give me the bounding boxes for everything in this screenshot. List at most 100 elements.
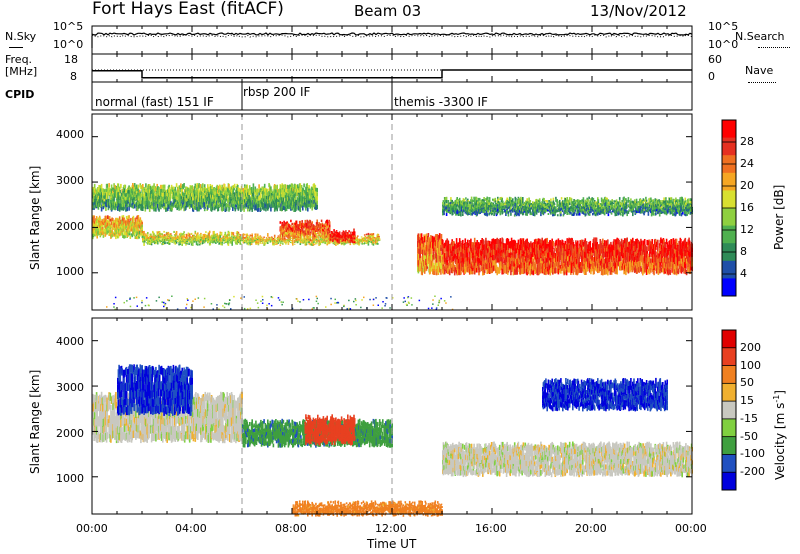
power-cell — [326, 243, 328, 246]
power-cell — [257, 233, 259, 235]
power-cell — [435, 243, 438, 250]
power-cell — [110, 221, 113, 225]
power-heatmap — [92, 183, 693, 311]
power-cell — [504, 265, 507, 271]
power-cell — [367, 241, 370, 244]
power-cell — [640, 266, 642, 272]
power-cell — [267, 233, 269, 235]
power-cell — [593, 241, 596, 247]
power-cell — [508, 252, 510, 258]
power-cell — [275, 243, 277, 245]
power-cell — [499, 238, 502, 244]
power-cell — [609, 268, 612, 275]
power-cell — [325, 225, 328, 229]
power-cell — [303, 234, 306, 237]
power-cell — [224, 233, 227, 235]
power-cell — [221, 241, 223, 244]
power-cell — [420, 233, 423, 241]
power-cell — [510, 255, 513, 261]
power-cell — [279, 234, 282, 237]
power-cell — [680, 244, 682, 250]
power-cell — [237, 235, 240, 238]
power-cell — [143, 243, 145, 246]
power-cell — [163, 234, 166, 236]
power-cell — [553, 258, 556, 264]
power-cell — [320, 234, 322, 237]
power-cell — [148, 241, 151, 244]
power-cell — [304, 219, 307, 223]
power-cell — [258, 236, 260, 238]
power-cell — [625, 256, 627, 263]
power-cell — [177, 238, 179, 240]
power-cell — [157, 242, 159, 245]
power-cell — [452, 256, 455, 261]
power-cell — [622, 253, 624, 259]
power-cell — [600, 242, 603, 249]
power-cell — [502, 248, 505, 254]
power-cell — [353, 237, 356, 240]
power-cell — [662, 267, 664, 273]
power-cell — [315, 230, 317, 232]
power-cell — [288, 234, 291, 237]
power-cell — [215, 237, 218, 240]
power-cell — [290, 242, 293, 243]
power-cell — [230, 237, 233, 240]
power-cell — [446, 259, 448, 266]
power-cell — [121, 222, 123, 226]
power-cell — [448, 261, 450, 267]
power-cell — [665, 238, 668, 245]
power-cell — [200, 235, 202, 237]
power-cell — [568, 255, 571, 262]
power-cell — [441, 249, 443, 255]
power-cell — [487, 257, 490, 263]
power-cell — [145, 233, 147, 235]
power-cell — [318, 240, 321, 242]
power-cell — [560, 268, 562, 274]
power-cell — [464, 238, 467, 245]
power-cell — [216, 241, 218, 243]
power-cell — [236, 231, 238, 234]
power-cell — [343, 244, 345, 246]
power-cell — [285, 242, 287, 244]
power-cell — [355, 242, 357, 245]
power-cell — [460, 269, 462, 275]
power-cell — [669, 269, 672, 275]
power-cell — [591, 255, 593, 261]
power-cell — [340, 244, 343, 246]
power-cell — [285, 238, 288, 240]
power-cell — [302, 242, 305, 244]
power-cell — [334, 241, 337, 243]
power-cell — [254, 239, 257, 242]
power-cell — [92, 223, 94, 228]
power-cell — [467, 250, 469, 256]
power-cell — [503, 268, 505, 274]
power-cell — [665, 257, 667, 263]
power-cell — [243, 233, 246, 236]
power-cell — [325, 231, 328, 235]
power-cell — [446, 265, 448, 271]
power-cell — [429, 267, 432, 274]
power-cell — [105, 216, 108, 220]
power-cell — [599, 260, 602, 266]
power-cell — [267, 234, 269, 237]
power-cell — [319, 237, 322, 239]
power-cell — [290, 237, 292, 239]
power-cell — [210, 236, 213, 238]
power-cell — [332, 240, 334, 242]
power-cell — [649, 241, 652, 247]
power-cell — [282, 230, 285, 232]
power-cell — [498, 262, 501, 268]
power-cell — [442, 239, 444, 246]
power-cell — [372, 241, 375, 244]
power-cell — [595, 249, 597, 256]
power-cell — [585, 269, 587, 275]
power-cell — [364, 238, 367, 240]
power-cell — [373, 240, 375, 241]
power-cell — [110, 230, 112, 234]
power-cell — [550, 257, 552, 263]
power-cell — [252, 237, 255, 239]
power-cell — [447, 240, 450, 247]
power-cell — [317, 225, 320, 228]
power-cell — [687, 256, 690, 262]
power-cell — [130, 217, 132, 221]
